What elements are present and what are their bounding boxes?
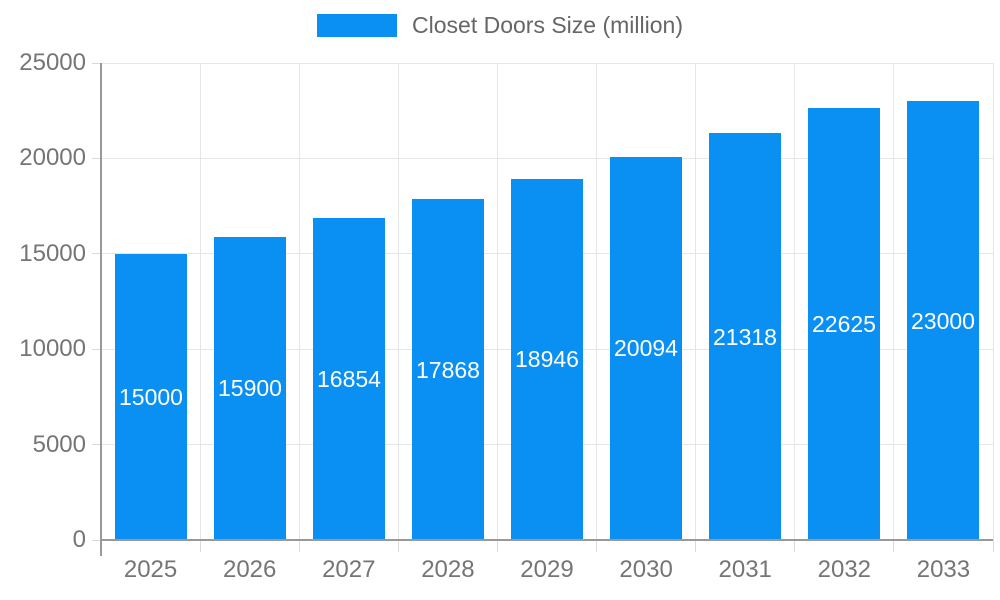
y-axis-tick-label: 20000	[19, 144, 86, 172]
y-axis-tick-label: 15000	[19, 239, 86, 267]
x-axis-tick	[893, 540, 895, 552]
bar-value-label: 15900	[218, 375, 282, 402]
x-axis-tick	[496, 540, 498, 552]
bar-value-label: 22625	[812, 311, 876, 338]
gridline-vertical	[496, 63, 498, 540]
x-axis-tick-label: 2026	[222, 556, 277, 583]
bar-value-label: 16854	[317, 366, 381, 393]
y-axis-tick-label: 5000	[32, 430, 86, 458]
y-axis-tick	[92, 444, 101, 446]
gridline-vertical	[992, 63, 994, 540]
x-axis-tick-label: 2027	[322, 556, 376, 583]
gridline-vertical	[596, 63, 598, 540]
legend-swatch	[317, 14, 398, 37]
y-axis-tick	[92, 157, 101, 159]
x-axis-tick	[298, 540, 300, 552]
bar-2033[interactable]	[907, 101, 979, 540]
x-axis-tick-label: 2033	[916, 556, 971, 583]
gridline-vertical	[695, 63, 697, 540]
bar-2032[interactable]	[808, 108, 880, 540]
legend-item[interactable]: Closet Doors Size (million)	[0, 14, 1000, 37]
y-axis-tick	[92, 253, 101, 255]
x-axis-tick-label: 2030	[619, 556, 673, 583]
bar-2025[interactable]	[115, 253, 187, 540]
gridline-horizontal	[101, 157, 993, 159]
gridline-vertical	[794, 63, 796, 540]
x-axis-tick	[596, 540, 598, 552]
bar-value-label: 15000	[119, 383, 183, 410]
x-axis-tick	[199, 540, 201, 552]
y-axis-tick	[92, 62, 101, 64]
bar-2030[interactable]	[610, 156, 682, 540]
y-axis-tick-label: 10000	[19, 335, 86, 363]
gridline-vertical	[397, 63, 399, 540]
y-axis-tick	[92, 348, 101, 350]
y-axis-tick-label: 0	[72, 526, 86, 553]
x-axis-tick-label: 2031	[718, 556, 772, 583]
bar-2029[interactable]	[511, 178, 583, 540]
bar-2031[interactable]	[709, 133, 781, 540]
y-axis-line	[100, 63, 102, 556]
x-axis-line	[100, 539, 993, 541]
x-axis-tick-label: 2028	[421, 556, 475, 583]
x-axis-tick	[992, 540, 994, 552]
y-axis-tick	[92, 539, 101, 541]
legend-label: Closet Doors Size (million)	[412, 12, 683, 38]
gridline-horizontal	[101, 62, 993, 64]
x-axis-tick-label: 2029	[520, 556, 574, 583]
bar-2026[interactable]	[214, 236, 286, 540]
y-axis-tick-label: 25000	[19, 49, 86, 76]
bar-value-label: 23000	[911, 307, 975, 334]
x-axis-tick	[695, 540, 697, 552]
bar-value-label: 20094	[614, 335, 678, 362]
x-axis-tick-label: 2025	[123, 556, 178, 583]
bar-2027[interactable]	[313, 218, 385, 540]
x-axis-tick-label: 2032	[817, 556, 872, 583]
gridline-vertical	[893, 63, 895, 540]
x-axis-tick	[794, 540, 796, 552]
bar-value-label: 17868	[416, 356, 480, 383]
gridline-vertical	[298, 63, 300, 540]
bar-2028[interactable]	[412, 199, 484, 540]
bar-value-label: 18946	[515, 346, 579, 373]
gridline-vertical	[199, 63, 201, 540]
bar-value-label: 21318	[713, 323, 777, 350]
x-axis-tick	[397, 540, 399, 552]
